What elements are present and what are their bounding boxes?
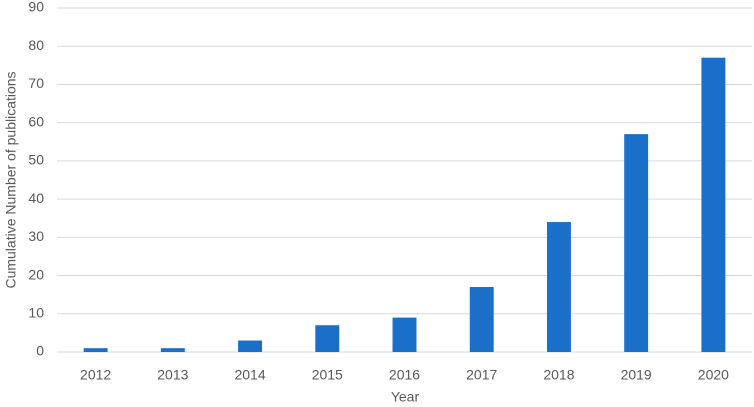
y-tick-label: 10: [28, 304, 44, 320]
y-tick-label: 50: [28, 152, 44, 168]
bar: [469, 287, 494, 352]
x-tick-label: 2016: [389, 367, 420, 383]
x-tick-label: 2017: [466, 367, 497, 383]
y-tick-label: 20: [28, 266, 44, 282]
bar: [83, 348, 108, 352]
x-axis-label: Year: [391, 389, 420, 405]
bar: [238, 340, 263, 352]
x-tick-label: 2020: [698, 367, 729, 383]
y-tick-label: 80: [28, 37, 44, 53]
y-tick-label: 0: [36, 343, 44, 359]
x-tick-label: 2014: [234, 367, 265, 383]
y-tick-label: 90: [28, 0, 44, 15]
bar: [392, 317, 417, 352]
y-tick-label: 60: [28, 113, 44, 129]
bar: [160, 348, 185, 352]
y-tick-label: 40: [28, 190, 44, 206]
x-tick-label: 2019: [621, 367, 652, 383]
y-tick-label: 70: [28, 75, 44, 91]
bar: [315, 325, 340, 352]
x-tick-label: 2015: [312, 367, 343, 383]
x-tick-label: 2013: [157, 367, 188, 383]
x-tick-label: 2018: [543, 367, 574, 383]
bar: [546, 222, 571, 352]
bar: [701, 57, 726, 352]
y-tick-label: 30: [28, 228, 44, 244]
x-tick-label: 2012: [80, 367, 111, 383]
bar: [624, 134, 649, 352]
y-axis-label: Cumulative Number of publications: [3, 71, 19, 288]
